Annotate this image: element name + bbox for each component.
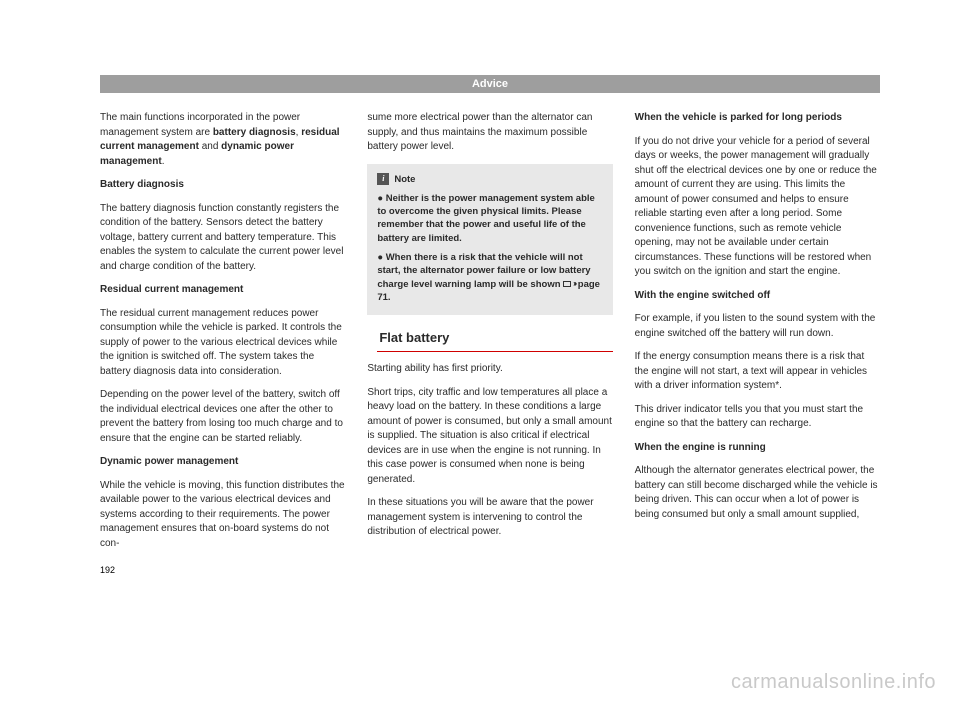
paragraph: While the vehicle is moving, this functi… <box>100 479 345 552</box>
intro-paragraph: The main functions incorporated in the p… <box>100 111 345 169</box>
note-box: i Note ● Neither is the power management… <box>367 164 612 316</box>
note-bullet: ● When there is a risk that the vehicle … <box>377 251 602 304</box>
paragraph: This driver indicator tells you that you… <box>635 403 880 432</box>
page-header: Advice <box>100 75 880 93</box>
paragraph: Depending on the power level of the batt… <box>100 388 345 446</box>
paragraph: In these situations you will be aware th… <box>367 496 612 540</box>
subsection: Flat battery <box>367 329 612 352</box>
info-icon: i <box>377 173 389 185</box>
column-3: When the vehicle is parked for long peri… <box>635 111 880 551</box>
paragraph: Starting ability has first priority. <box>367 362 612 377</box>
column-2: sume more electrical power than the alte… <box>367 111 612 551</box>
heading-engine-off: With the engine switched off <box>635 289 880 304</box>
header-title: Advice <box>472 78 508 90</box>
text: and <box>199 141 221 152</box>
heading-battery-diagnosis: Battery diagnosis <box>100 178 345 193</box>
content-columns: The main functions incorporated in the p… <box>100 111 880 551</box>
paragraph: The battery diagnosis function constantl… <box>100 202 345 275</box>
text: . <box>162 156 165 167</box>
manual-page: Advice The main functions incorporated i… <box>0 0 960 575</box>
paragraph: sume more electrical power than the alte… <box>367 111 612 155</box>
page-number: 192 <box>100 565 880 575</box>
watermark: carmanualsonline.info <box>731 671 936 694</box>
page-link-icon: ››› <box>563 278 575 289</box>
column-1: The main functions incorporated in the p… <box>100 111 345 551</box>
subsection-title: Flat battery <box>377 329 612 352</box>
paragraph: For example, if you listen to the sound … <box>635 312 880 341</box>
paragraph: If you do not drive your vehicle for a p… <box>635 135 880 280</box>
note-header: i Note <box>377 173 602 186</box>
bold-text: battery diagnosis <box>213 127 296 138</box>
paragraph: The residual current management reduces … <box>100 307 345 380</box>
heading-parked-long: When the vehicle is parked for long peri… <box>635 111 880 126</box>
heading-dynamic-power: Dynamic power management <box>100 455 345 470</box>
heading-residual-current: Residual current management <box>100 283 345 298</box>
note-text: Neither is the power management system a… <box>377 193 594 244</box>
note-label: Note <box>394 173 415 186</box>
note-text: When there is a risk that the vehicle wi… <box>377 252 590 290</box>
paragraph: Although the alternator generates electr… <box>635 464 880 522</box>
note-bullet: ● Neither is the power management system… <box>377 192 602 245</box>
paragraph: Short trips, city traffic and low temper… <box>367 386 612 488</box>
heading-engine-running: When the engine is running <box>635 441 880 456</box>
paragraph: If the energy consumption means there is… <box>635 350 880 394</box>
